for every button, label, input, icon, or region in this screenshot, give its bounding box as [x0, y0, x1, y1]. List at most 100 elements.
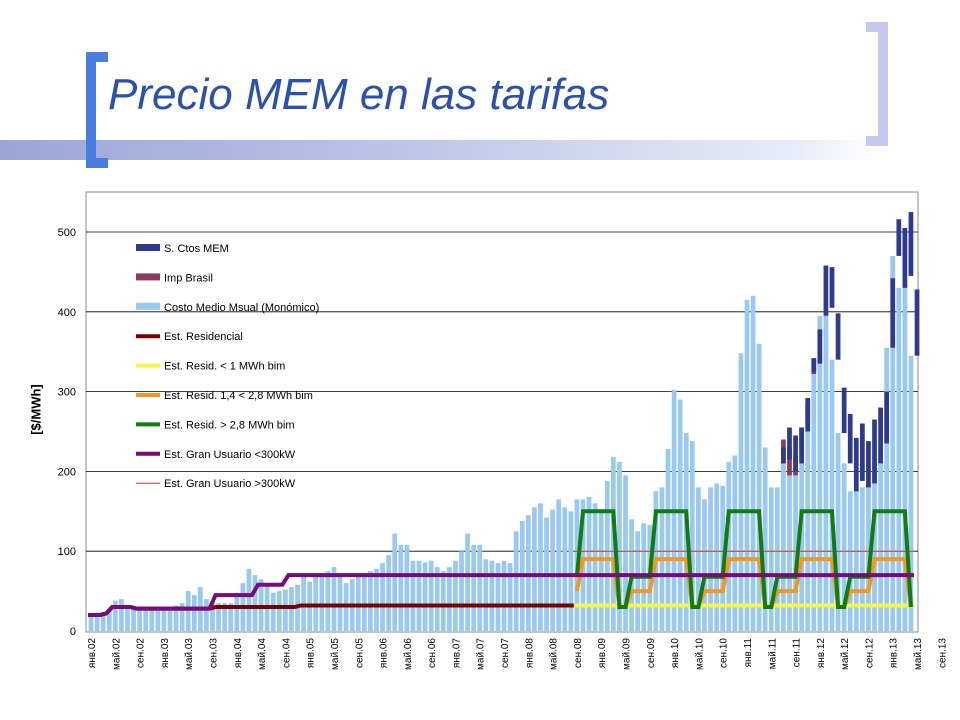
bar-costo-medio	[799, 451, 805, 631]
x-tick-label: май.10	[694, 638, 705, 670]
x-tick-label: сен.06	[427, 638, 438, 668]
bar-costo-medio	[562, 507, 568, 631]
bar-sctos-mem	[841, 387, 847, 434]
bar-costo-medio	[768, 487, 774, 631]
bar-costo-medio	[726, 461, 732, 631]
bar-costo-medio	[276, 591, 282, 631]
bar-costo-medio	[392, 533, 398, 631]
legend-label: Est. Resid. > 2,8 MWh bim	[164, 419, 295, 431]
bar-sctos-mem	[884, 391, 890, 444]
bar-costo-medio	[586, 496, 592, 631]
x-tick-label: янв.08	[524, 638, 535, 669]
bar-costo-medio	[787, 475, 792, 631]
bar-costo-medio	[501, 560, 507, 631]
bar-costo-medio	[617, 461, 622, 631]
x-tick-label: май.11	[767, 638, 778, 670]
x-tick-label: сен.05	[354, 638, 365, 668]
legend-label: Est. Residencial	[164, 331, 243, 343]
legend-label: Est. Gran Usuario >300kW	[164, 478, 296, 490]
y-tick-label: 400	[58, 307, 76, 319]
bar-costo-medio	[853, 483, 859, 631]
bar-costo-medio	[319, 573, 325, 631]
bar-sctos-mem	[799, 427, 805, 464]
bar-costo-medio	[398, 544, 404, 631]
bar-costo-medio	[191, 595, 197, 631]
x-tick-label: сен.08	[573, 638, 584, 668]
bar-costo-medio	[143, 608, 149, 631]
legend-swatch	[136, 302, 160, 310]
bar-costo-medio	[896, 287, 902, 631]
bar-costo-medio	[635, 531, 641, 631]
bar-sctos-mem	[847, 413, 853, 464]
bar-costo-medio	[884, 347, 890, 631]
y-tick-label: 500	[58, 227, 76, 239]
right-bracket-decoration	[866, 22, 888, 146]
bar-sctos-mem	[866, 441, 871, 488]
legend-label: Imp Brasil	[164, 272, 213, 284]
x-tick-label: май.13	[913, 638, 924, 670]
x-tick-label: янв.13	[889, 638, 900, 669]
bar-sctos-mem	[793, 435, 798, 472]
bar-costo-medio	[538, 503, 543, 631]
bar-costo-medio	[422, 562, 428, 631]
bar-costo-medio	[811, 374, 817, 631]
bar-costo-medio	[410, 560, 416, 631]
bar-costo-medio	[550, 509, 555, 631]
bar-costo-medio	[702, 499, 707, 631]
bar-costo-medio	[440, 571, 446, 631]
bar-costo-medio	[513, 531, 519, 631]
bar-costo-medio	[677, 399, 683, 631]
bar-sctos-mem	[914, 289, 920, 356]
bar-costo-medio	[872, 463, 877, 631]
bar-costo-medio	[696, 487, 701, 631]
x-tick-label: янв.04	[233, 638, 244, 669]
x-tick-label: май.03	[184, 638, 195, 670]
bar-costo-medio	[161, 608, 167, 631]
legend-label: Est. Gran Usuario <300kW	[164, 449, 296, 461]
bar-costo-medio	[823, 311, 829, 631]
bar-sctos-mem	[878, 407, 883, 464]
bar-costo-medio	[841, 463, 847, 631]
bar-costo-medio	[179, 603, 185, 631]
bar-costo-medio	[380, 563, 385, 631]
bar-costo-medio	[860, 487, 865, 631]
bar-costo-medio	[337, 573, 343, 631]
bar-costo-medio	[404, 544, 410, 631]
legend-label: Est. Resid. 1,4 < 2,8 MWh bim	[164, 390, 313, 402]
x-tick-label: янв.07	[451, 638, 462, 669]
bar-costo-medio	[604, 480, 610, 631]
bar-costo-medio	[708, 487, 713, 631]
x-tick-label: май.02	[111, 638, 122, 670]
bar-costo-medio	[137, 608, 142, 631]
bar-costo-medio	[301, 575, 306, 631]
legend-label: Est. Resid. < 1 MWh bim	[164, 361, 285, 373]
bar-costo-medio	[453, 560, 458, 631]
bar-costo-medio	[428, 560, 434, 631]
bar-costo-medio	[465, 533, 470, 631]
bar-costo-medio	[902, 279, 908, 631]
x-tick-label: янв.05	[306, 638, 317, 669]
bar-costo-medio	[228, 603, 234, 631]
bar-costo-medio	[495, 563, 501, 631]
x-tick-label: янв.02	[87, 638, 98, 669]
x-tick-label: янв.06	[379, 638, 390, 669]
bar-sctos-mem	[853, 437, 859, 492]
bar-costo-medio	[234, 592, 240, 631]
bar-costo-medio	[908, 355, 914, 631]
bar-sctos-mem	[787, 427, 792, 460]
bar-costo-medio	[847, 491, 853, 631]
bar-sctos-mem	[860, 423, 865, 481]
bar-costo-medio	[756, 343, 762, 631]
bar-costo-medio	[100, 611, 106, 631]
bar-sctos-mem	[908, 212, 914, 276]
bar-costo-medio	[331, 567, 337, 631]
bar-costo-medio	[738, 353, 744, 631]
bar-imp-brasil	[787, 447, 792, 476]
bar-costo-medio	[149, 608, 155, 631]
y-tick-label: 300	[58, 387, 76, 399]
x-tick-label: янв.12	[816, 638, 827, 669]
x-tick-label: май.12	[840, 638, 851, 670]
bar-sctos-mem	[811, 358, 817, 372]
x-tick-label: сен.11	[792, 638, 803, 668]
